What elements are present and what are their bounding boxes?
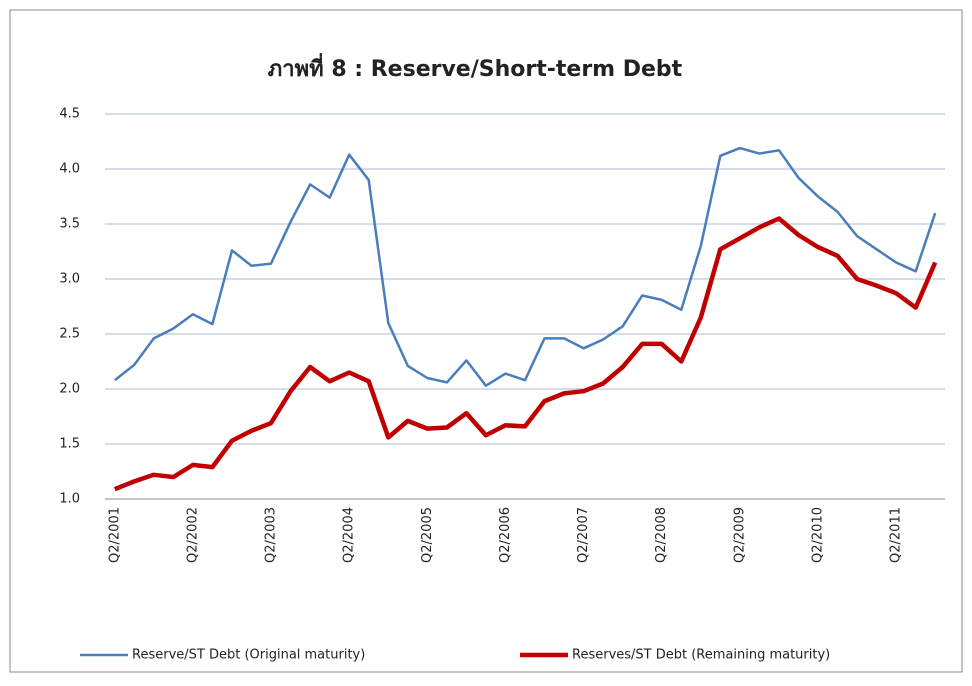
series-line	[113, 216, 938, 492]
x-tick-label: Q2/2008	[654, 507, 669, 563]
y-tick-label: 4.5	[59, 107, 80, 122]
x-tick-label: Q2/2011	[889, 507, 904, 563]
legend-label: Reserves/ST Debt (Remaining maturity)	[572, 648, 830, 663]
x-tick-label: Q2/2010	[811, 507, 826, 563]
y-tick-label: 4.0	[59, 162, 80, 177]
x-tick-label: Q2/2003	[264, 507, 279, 563]
chart-border	[9, 9, 963, 673]
x-tick-label: Q2/2002	[185, 507, 200, 563]
x-tick-label: Q2/2007	[576, 507, 591, 563]
chart-title: ภาพที่ 8 : Reserve/Short-term Debt	[268, 52, 683, 82]
x-tick-label: Q2/2006	[498, 507, 513, 563]
legend-label: Reserve/ST Debt (Original maturity)	[132, 648, 365, 663]
y-tick-label: 3.0	[59, 272, 80, 287]
y-tick-label: 3.5	[59, 217, 80, 232]
y-tick-label: 2.0	[59, 382, 80, 397]
x-tick-label: Q2/2009	[732, 507, 747, 563]
x-tick-label: Q2/2001	[107, 507, 122, 563]
y-tick-label: 1.5	[59, 437, 80, 452]
y-tick-label: 2.5	[59, 327, 80, 342]
y-tick-label: 1.0	[59, 492, 80, 507]
x-tick-label: Q2/2004	[342, 507, 357, 563]
series-line	[114, 146, 937, 387]
x-tick-label: Q2/2005	[420, 507, 435, 563]
